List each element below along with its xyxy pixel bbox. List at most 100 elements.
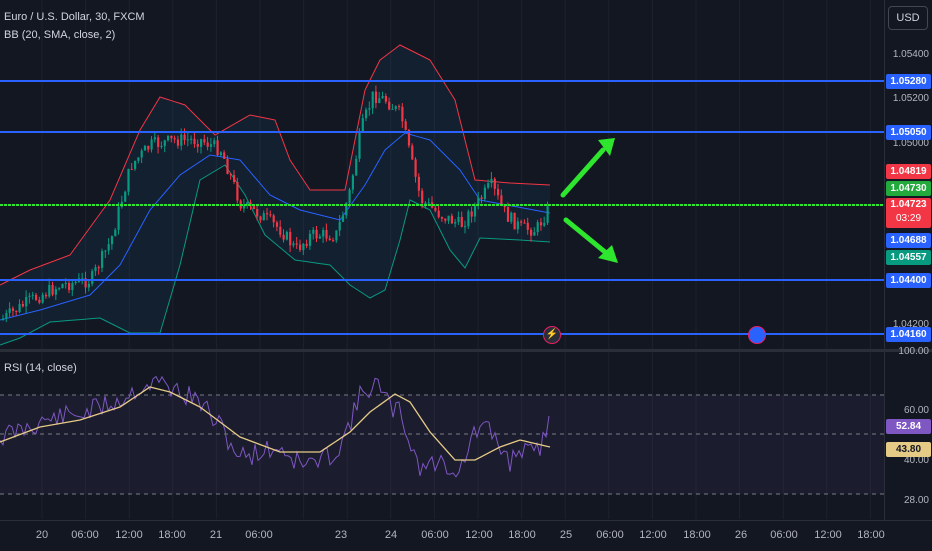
candle-body xyxy=(35,294,38,300)
candle-body xyxy=(236,182,239,201)
candle-body xyxy=(157,137,160,147)
candle-body xyxy=(483,187,486,199)
price-tag-line-4: 1.04400 xyxy=(886,273,931,288)
rsi-canvas[interactable] xyxy=(0,352,884,519)
bar-countdown: 03:29 xyxy=(895,213,922,224)
rsi-ma-value-tag: 43.80 xyxy=(886,442,931,457)
candle-body xyxy=(516,221,519,230)
candle-body xyxy=(279,226,282,235)
time-label: 12:00 xyxy=(465,529,493,541)
rsi-tick: 60.00 xyxy=(903,405,929,416)
candle-body xyxy=(497,188,500,196)
candle-body xyxy=(256,209,259,217)
last-price-tag: 1.04723 03:29 xyxy=(886,198,931,228)
candle-body xyxy=(173,138,176,140)
candle-body xyxy=(61,284,64,289)
candle-body xyxy=(272,215,275,223)
time-label: 12:00 xyxy=(639,529,667,541)
price-chart-pane[interactable]: Euro / U.S. Dollar, 30, FXCM BB (20, SMA… xyxy=(0,0,884,349)
candle-body xyxy=(447,215,450,221)
time-label: 26 xyxy=(734,529,748,541)
candle-body xyxy=(262,213,265,221)
candle-body xyxy=(124,191,127,202)
candle-body xyxy=(358,131,361,159)
bb-basis-line xyxy=(0,132,551,321)
candle-body xyxy=(64,282,67,285)
candle-body xyxy=(401,106,404,122)
candle-body xyxy=(110,236,114,245)
candle-body xyxy=(391,108,394,110)
candle-body xyxy=(394,106,397,109)
candle-body xyxy=(335,230,338,241)
pane-separator[interactable] xyxy=(0,349,932,352)
candle-body xyxy=(206,142,209,147)
candle-body xyxy=(530,229,533,236)
candle-body xyxy=(457,216,460,223)
candle-body xyxy=(351,175,354,190)
time-label: 18:00 xyxy=(857,529,885,541)
candle-body xyxy=(242,205,246,209)
time-label: 06:00 xyxy=(71,529,99,541)
arrow-up-head xyxy=(598,138,615,156)
time-label: 21 xyxy=(209,529,223,541)
candle-body xyxy=(477,197,480,206)
candle-body xyxy=(526,222,529,230)
candle-body xyxy=(117,207,120,230)
candle-body xyxy=(487,183,490,188)
candle-body xyxy=(407,129,411,146)
rsi-tick: 28.00 xyxy=(903,495,929,506)
candle-body xyxy=(233,175,236,183)
candle-body xyxy=(388,101,391,110)
lightning-icon[interactable]: ⚡ xyxy=(543,326,561,344)
price-scale[interactable]: USD 1.05400 1.05200 1.05000 1.04200 1.05… xyxy=(884,0,932,520)
bb-band-fill xyxy=(0,45,550,345)
rsi-tick: 100.00 xyxy=(898,346,929,357)
price-tick: 1.05000 xyxy=(892,138,929,149)
time-axis[interactable]: 20 06:00 12:00 18:00 21 06:00 23 24 06:0… xyxy=(0,520,932,551)
candle-body xyxy=(490,178,493,184)
rsi-pane[interactable]: RSI (14, close) xyxy=(0,352,884,519)
candle-body xyxy=(421,190,424,204)
candle-body xyxy=(500,195,503,205)
candle-body xyxy=(41,294,44,303)
candle-body xyxy=(140,150,143,158)
candle-body xyxy=(54,289,57,295)
time-label: 06:00 xyxy=(245,529,273,541)
price-tag-bb-upper: 1.04819 xyxy=(886,164,931,179)
bb-indicator-legend[interactable]: BB (20, SMA, close, 2) xyxy=(4,29,116,41)
arrow-down xyxy=(563,217,608,255)
candle-body xyxy=(81,278,84,280)
candle-body xyxy=(523,222,526,224)
rsi-indicator-legend[interactable]: RSI (14, close) xyxy=(4,362,77,374)
candle-body xyxy=(295,243,298,245)
arrow-up xyxy=(560,147,606,198)
candle-body xyxy=(325,229,328,239)
candle-body xyxy=(424,202,427,204)
candle-body xyxy=(464,226,467,228)
price-tick: 1.05200 xyxy=(892,93,929,104)
candle-body xyxy=(51,285,54,295)
candle-body xyxy=(454,222,457,224)
candle-body xyxy=(338,221,341,231)
symbol-title[interactable]: Euro / U.S. Dollar, 30, FXCM xyxy=(4,11,145,23)
time-label: 18:00 xyxy=(683,529,711,541)
price-chart-canvas[interactable] xyxy=(0,0,884,349)
candle-body xyxy=(252,206,255,210)
time-label: 06:00 xyxy=(596,529,624,541)
candle-body xyxy=(315,229,318,239)
candle-body xyxy=(216,140,219,156)
last-price-value: 1.04723 xyxy=(890,199,927,210)
candle-body xyxy=(58,288,61,290)
candle-body xyxy=(101,251,104,268)
currency-button[interactable]: USD xyxy=(888,6,928,30)
rsi-tick: 40.00 xyxy=(903,455,929,466)
price-tag-bb-basis: 1.04730 xyxy=(886,181,931,196)
candle-body xyxy=(371,91,374,109)
candle-body xyxy=(229,174,232,176)
candle-body xyxy=(305,243,308,246)
candle-body xyxy=(193,138,196,145)
economic-event-icon[interactable] xyxy=(748,326,766,344)
candle-body xyxy=(94,267,97,272)
price-tag-bb-lower: 1.04557 xyxy=(886,250,931,265)
candle-body xyxy=(444,218,447,221)
